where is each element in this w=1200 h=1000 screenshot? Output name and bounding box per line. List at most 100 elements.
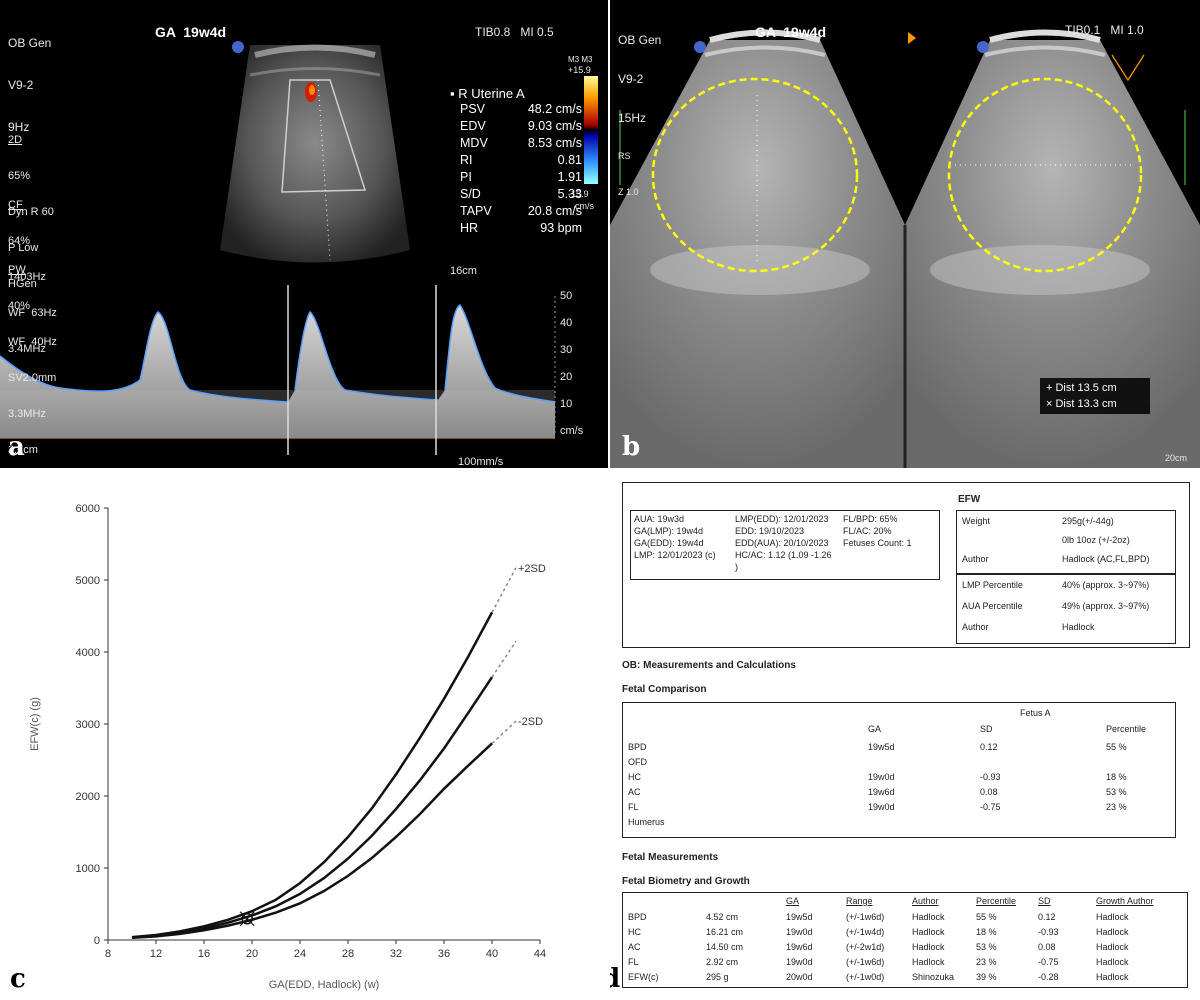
panel-b-ultrasound: OB Gen V9-2 15Hz RS Z 1.0 GA 19w4d TIB0.… xyxy=(610,0,1200,468)
percentile-row-value: Hadlock xyxy=(1062,622,1095,632)
efw-growth-chart: 0 1000 2000 3000 4000 5000 6000 8 12 16 20 24 28 32 36… xyxy=(29,503,546,991)
biometry-cell-sd: -0.28 xyxy=(1038,972,1059,982)
biometry-cell-ga: 19w0d xyxy=(786,957,813,967)
sector-thumbnail-icon xyxy=(1111,54,1145,82)
measurement-value: 8.53 cm/s xyxy=(527,136,582,150)
y-tick-label: 3000 xyxy=(76,719,100,731)
percentile-box xyxy=(956,574,1176,644)
measurement-row: PSV 48.2 cm/s xyxy=(460,102,582,118)
comparison-row-name: AC xyxy=(628,787,641,797)
comparison-row-sd: 0.08 xyxy=(980,787,998,797)
doppler-image xyxy=(0,41,598,455)
biometry-cell-growth: Hadlock xyxy=(1096,957,1129,967)
biometry-cell-name: HC xyxy=(628,927,641,937)
header-left: OB Gen V9-2 9Hz xyxy=(8,8,51,162)
comparison-title: Fetal Comparison xyxy=(622,684,707,695)
tib-mi: TIB0.1 MI 1.0 xyxy=(1065,23,1144,37)
header-line: OB Gen xyxy=(8,36,52,50)
header-left: OB Gen V9-2 15Hz RS Z 1.0 xyxy=(618,8,661,223)
y-tick-label: 0 xyxy=(94,935,100,947)
settings-line: 40% xyxy=(8,300,31,312)
header-line: V9-2 xyxy=(618,72,644,86)
measurement-value: 9.03 cm/s xyxy=(527,119,582,133)
y-tick-label: 4000 xyxy=(76,647,100,659)
comparison-row-name: FL xyxy=(628,802,639,812)
efw-row-value: Hadlock (AC,FL,BPD) xyxy=(1062,554,1150,564)
biometry-cell-growth: Hadlock xyxy=(1096,912,1129,922)
point-marker xyxy=(239,911,255,927)
colorbar-top: +15.9 xyxy=(568,65,591,75)
measurement-value: 93 bpm xyxy=(540,221,582,235)
settings-line: PW xyxy=(8,264,26,276)
measurement-row: HR 93 bpm xyxy=(460,221,582,237)
measurements-title: Fetal Measurements xyxy=(622,852,719,863)
biometry-cell-pct: 55 % xyxy=(976,912,997,922)
biometry-cell-sd: -0.75 xyxy=(1038,957,1059,967)
vessel-label: ▪ R Uterine A xyxy=(450,86,525,101)
biometry-cell-growth: Hadlock xyxy=(1096,927,1129,937)
depth-label: 16cm xyxy=(450,265,477,277)
biometry-cell-name: FL xyxy=(628,957,639,967)
summary-line: GA(LMP): 19w4d xyxy=(634,526,704,536)
comparison-header: SD xyxy=(980,724,993,734)
colorbar-header: M3 M3 xyxy=(568,55,593,64)
fetus-label: Fetus A xyxy=(1020,708,1051,718)
panel-letter-a: a xyxy=(8,432,25,462)
biometry-cell-growth: Hadlock xyxy=(1096,972,1129,982)
vessel-name: R Uterine A xyxy=(458,86,525,101)
growth-curve-2 xyxy=(131,742,493,940)
panel-a-doppler-ultrasound: OB Gen V9-2 9Hz GA 19w4d TIB0.8 MI 0.5 2… xyxy=(0,0,608,468)
settings-line: 3.1cm xyxy=(8,444,38,456)
biometry-cell-author: Hadlock xyxy=(912,957,945,967)
biometry-cell-range: (+/-1w4d) xyxy=(846,927,885,937)
biometry-cell-range: (+/-1w6d) xyxy=(846,957,885,967)
settings-line: P Low xyxy=(8,242,39,254)
biometry-cell-value: 295 g xyxy=(706,972,729,982)
percentile-row-label: AUA Percentile xyxy=(962,601,1023,611)
growth-curve-0 xyxy=(131,611,494,939)
biometry-cell-name: EFW(c) xyxy=(628,972,659,982)
settings-line: 65% xyxy=(8,170,31,182)
summary-line: LMP(EDD): 12/01/2023 xyxy=(735,514,829,524)
x-tick-label: 44 xyxy=(534,948,546,960)
velocity-tick-label: 30 xyxy=(560,344,573,356)
color-scale-bar xyxy=(584,76,598,184)
comparison-row-ga: 19w0d xyxy=(868,802,895,812)
curve-extension xyxy=(491,640,517,678)
ga-label: GA 19w4d xyxy=(755,24,827,40)
settings-line: SV2.0mm xyxy=(8,372,57,384)
curve-extension xyxy=(491,567,517,613)
ga-summary-box xyxy=(630,510,940,580)
percentile-row-label: Author xyxy=(962,622,989,632)
comparison-row-name: OFD xyxy=(628,757,647,767)
colorbar-unit: cm/s xyxy=(575,201,594,211)
header-line: 15Hz xyxy=(618,111,647,125)
measurement-label: RI xyxy=(460,153,473,167)
biometry-header: Range xyxy=(846,896,873,906)
efw-row-label: Weight xyxy=(962,516,990,526)
dual-sector-image xyxy=(610,29,1200,468)
biometry-cell-author: Hadlock xyxy=(912,912,945,922)
biometry-cell-name: AC xyxy=(628,942,641,952)
summary-line: EDD(AUA): 20/10/2023 xyxy=(735,538,829,548)
patient-efw-point xyxy=(241,913,253,925)
percentile-row-value: 40% (approx. 3~97%) xyxy=(1062,580,1150,590)
biometry-cell-value: 4.52 cm xyxy=(706,912,739,922)
comparison-row-sd: 0.12 xyxy=(980,742,998,752)
tib-mi: TIB0.8 MI 0.5 xyxy=(475,25,554,39)
settings-line: HGen xyxy=(8,278,37,290)
summary-line: Fetuses Count: 1 xyxy=(843,538,912,548)
measurement-circle-right xyxy=(947,77,1143,273)
ga-label: GA 19w4d xyxy=(155,24,227,40)
biometry-cell-range: (+/-2w1d) xyxy=(846,942,885,952)
y-tick-label: 2000 xyxy=(76,791,100,803)
biometry-cell-ga: 19w0d xyxy=(786,927,813,937)
measurement-row: MDV 8.53 cm/s xyxy=(460,136,582,152)
biometry-cell-pct: 39 % xyxy=(976,972,997,982)
x-tick-label: 16 xyxy=(198,948,210,960)
y-tick-label: 5000 xyxy=(76,575,100,587)
header-line: RS xyxy=(618,151,631,161)
measurement-row: RI 0.81 xyxy=(460,153,582,169)
velocity-tick-label: 20 xyxy=(560,371,573,383)
percentile-row-label: LMP Percentile xyxy=(962,580,1023,590)
